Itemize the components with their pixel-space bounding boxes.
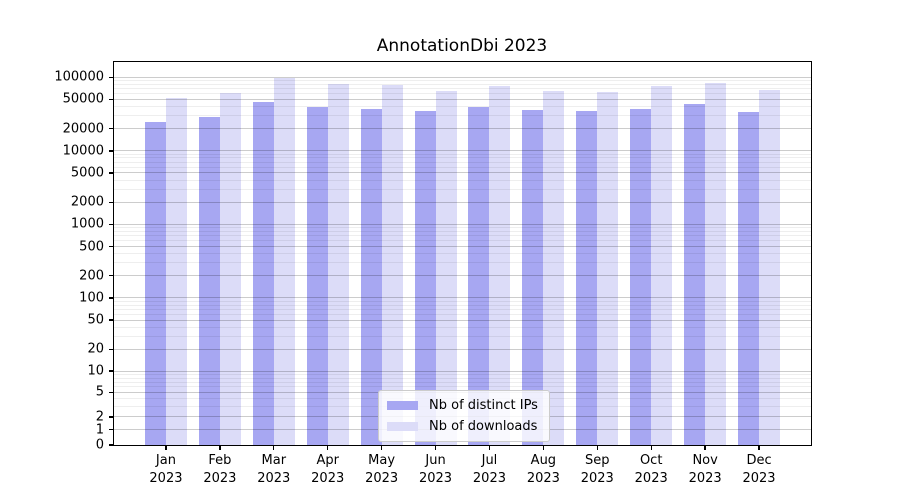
y-tick-label-20000: 20000 <box>62 121 104 137</box>
y-axis-tick-1000 <box>109 223 114 226</box>
plot-area: Nb of distinct IPs Nb of downloads 0 1 2 5 10… <box>54 61 812 486</box>
y-axis-tick-2000 <box>109 201 114 203</box>
legend-row-nb-of-downloads: Nb of downloads <box>387 419 538 434</box>
y-tick-label-20: 20 <box>87 341 104 357</box>
x-tick-label-jan-2023: Jan 2023 <box>149 453 183 486</box>
x-tick-label-may-2023: May 2023 <box>365 453 399 486</box>
x-axis-tick-nov-2023 <box>704 445 706 450</box>
y-tick-label-5000: 5000 <box>70 165 104 181</box>
y-tick-label-50000: 50000 <box>62 91 104 107</box>
y-tick-label-1: 1 <box>95 422 104 438</box>
bar-jan-2023-nb-of-distinct-ips <box>144 121 166 445</box>
y-axis-tick-5000 <box>109 172 114 174</box>
y-tick-label-1000: 1000 <box>70 216 104 232</box>
x-tick-label-oct-2023: Oct 2023 <box>634 453 668 486</box>
x-tick-label-mar-2023: Mar 2023 <box>257 453 291 486</box>
y-tick-label-100: 100 <box>79 290 104 306</box>
x-axis-tick-jun-2023 <box>434 445 437 450</box>
y-tick-label-5: 5 <box>95 384 104 400</box>
bar-may-2023-nb-of-downloads <box>381 84 403 445</box>
y-axis-tick-2 <box>109 416 114 418</box>
y-axis-tick-100000 <box>109 76 114 78</box>
bar-jun-2023-nb-of-distinct-ips <box>414 111 436 445</box>
bars-layer <box>114 62 811 445</box>
y-axis-tick-20000 <box>109 127 114 130</box>
y-axis-tick-200 <box>109 275 114 277</box>
bar-apr-2023-nb-of-downloads <box>327 83 349 445</box>
x-tick-label-apr-2023: Apr 2023 <box>311 453 345 486</box>
y-axis-tick-500 <box>109 245 114 248</box>
bar-dec-2023-nb-of-downloads <box>759 90 781 445</box>
bar-jul-2023-nb-of-distinct-ips <box>468 107 490 445</box>
bar-jun-2023-nb-of-downloads <box>435 90 457 445</box>
x-axis-tick-sep-2023 <box>596 445 598 450</box>
x-axis-tick-jan-2023 <box>165 445 167 450</box>
legend-label-nb-of-downloads: Nb of downloads <box>429 419 538 434</box>
x-axis-tick-aug-2023 <box>542 445 545 450</box>
bar-dec-2023-nb-of-distinct-ips <box>738 112 760 445</box>
bar-aug-2023-nb-of-distinct-ips <box>522 110 544 445</box>
bar-sep-2023-nb-of-downloads <box>597 91 619 445</box>
x-tick-label-jun-2023: Jun 2023 <box>418 453 453 486</box>
bar-apr-2023-nb-of-distinct-ips <box>306 106 328 445</box>
y-tick-label-0: 0 <box>95 437 104 453</box>
y-axis-tick-20 <box>109 348 114 350</box>
bar-jan-2023-nb-of-downloads <box>165 97 187 445</box>
bar-nov-2023-nb-of-downloads <box>705 83 727 445</box>
x-tick-label-feb-2023: Feb 2023 <box>203 453 237 486</box>
x-axis-tick-mar-2023 <box>273 445 275 450</box>
x-tick-label-aug-2023: Aug 2023 <box>526 453 560 486</box>
y-tick-label-50: 50 <box>87 312 104 328</box>
y-tick-label-500: 500 <box>79 239 104 254</box>
y-axis-tick-50000 <box>109 98 114 101</box>
x-axis-tick-dec-2023 <box>758 445 760 450</box>
y-tick-label-10000: 10000 <box>62 143 104 159</box>
chart-title: AnnotationDbi 2023 <box>376 36 548 56</box>
y-axis-tick-100 <box>109 297 114 299</box>
y-tick-label-10: 10 <box>87 363 104 379</box>
y-axis-tick-1 <box>109 428 114 431</box>
bar-oct-2023-nb-of-downloads <box>651 86 673 445</box>
bar-oct-2023-nb-of-distinct-ips <box>630 109 652 445</box>
bar-aug-2023-nb-of-downloads <box>543 90 565 445</box>
x-axis-tick-feb-2023 <box>219 445 221 450</box>
y-axis-tick-10000 <box>109 150 114 152</box>
y-tick-label-200: 200 <box>79 268 104 284</box>
y-axis-tick-50 <box>109 319 114 321</box>
bar-feb-2023-nb-of-downloads <box>219 93 241 445</box>
bar-mar-2023-nb-of-downloads <box>273 77 295 445</box>
y-tick-label-2000: 2000 <box>70 194 104 210</box>
legend-row-nb-of-distinct-ips: Nb of distinct IPs <box>387 398 538 413</box>
x-tick-label-jul-2023: Jul 2023 <box>472 453 506 486</box>
x-tick-label-dec-2023: Dec 2023 <box>742 453 776 486</box>
legend: Nb of distinct IPs Nb of downloads <box>378 390 550 442</box>
x-axis-tick-apr-2023 <box>327 445 329 450</box>
legend-label-nb-of-distinct-ips: Nb of distinct IPs <box>429 398 538 413</box>
bar-nov-2023-nb-of-distinct-ips <box>684 104 706 445</box>
legend-swatch-nb-of-downloads <box>387 422 418 431</box>
y-axis-tick-5 <box>109 391 114 394</box>
x-axis-tick-jul-2023 <box>488 445 491 450</box>
bar-feb-2023-nb-of-distinct-ips <box>198 116 220 445</box>
bar-sep-2023-nb-of-distinct-ips <box>576 110 598 445</box>
x-tick-label-sep-2023: Sep 2023 <box>580 453 614 486</box>
bar-jul-2023-nb-of-downloads <box>489 86 511 445</box>
bar-mar-2023-nb-of-distinct-ips <box>252 102 274 445</box>
x-axis-tick-oct-2023 <box>650 445 652 450</box>
y-tick-label-2: 2 <box>95 409 104 425</box>
x-tick-label-nov-2023: Nov 2023 <box>688 453 722 486</box>
bar-may-2023-nb-of-distinct-ips <box>360 109 382 445</box>
y-axis-tick-10 <box>109 370 114 372</box>
x-axis-tick-may-2023 <box>380 445 383 450</box>
legend-swatch-nb-of-distinct-ips <box>387 401 418 410</box>
y-axis-tick-0 <box>109 444 114 446</box>
y-tick-label-100000: 100000 <box>54 69 104 85</box>
